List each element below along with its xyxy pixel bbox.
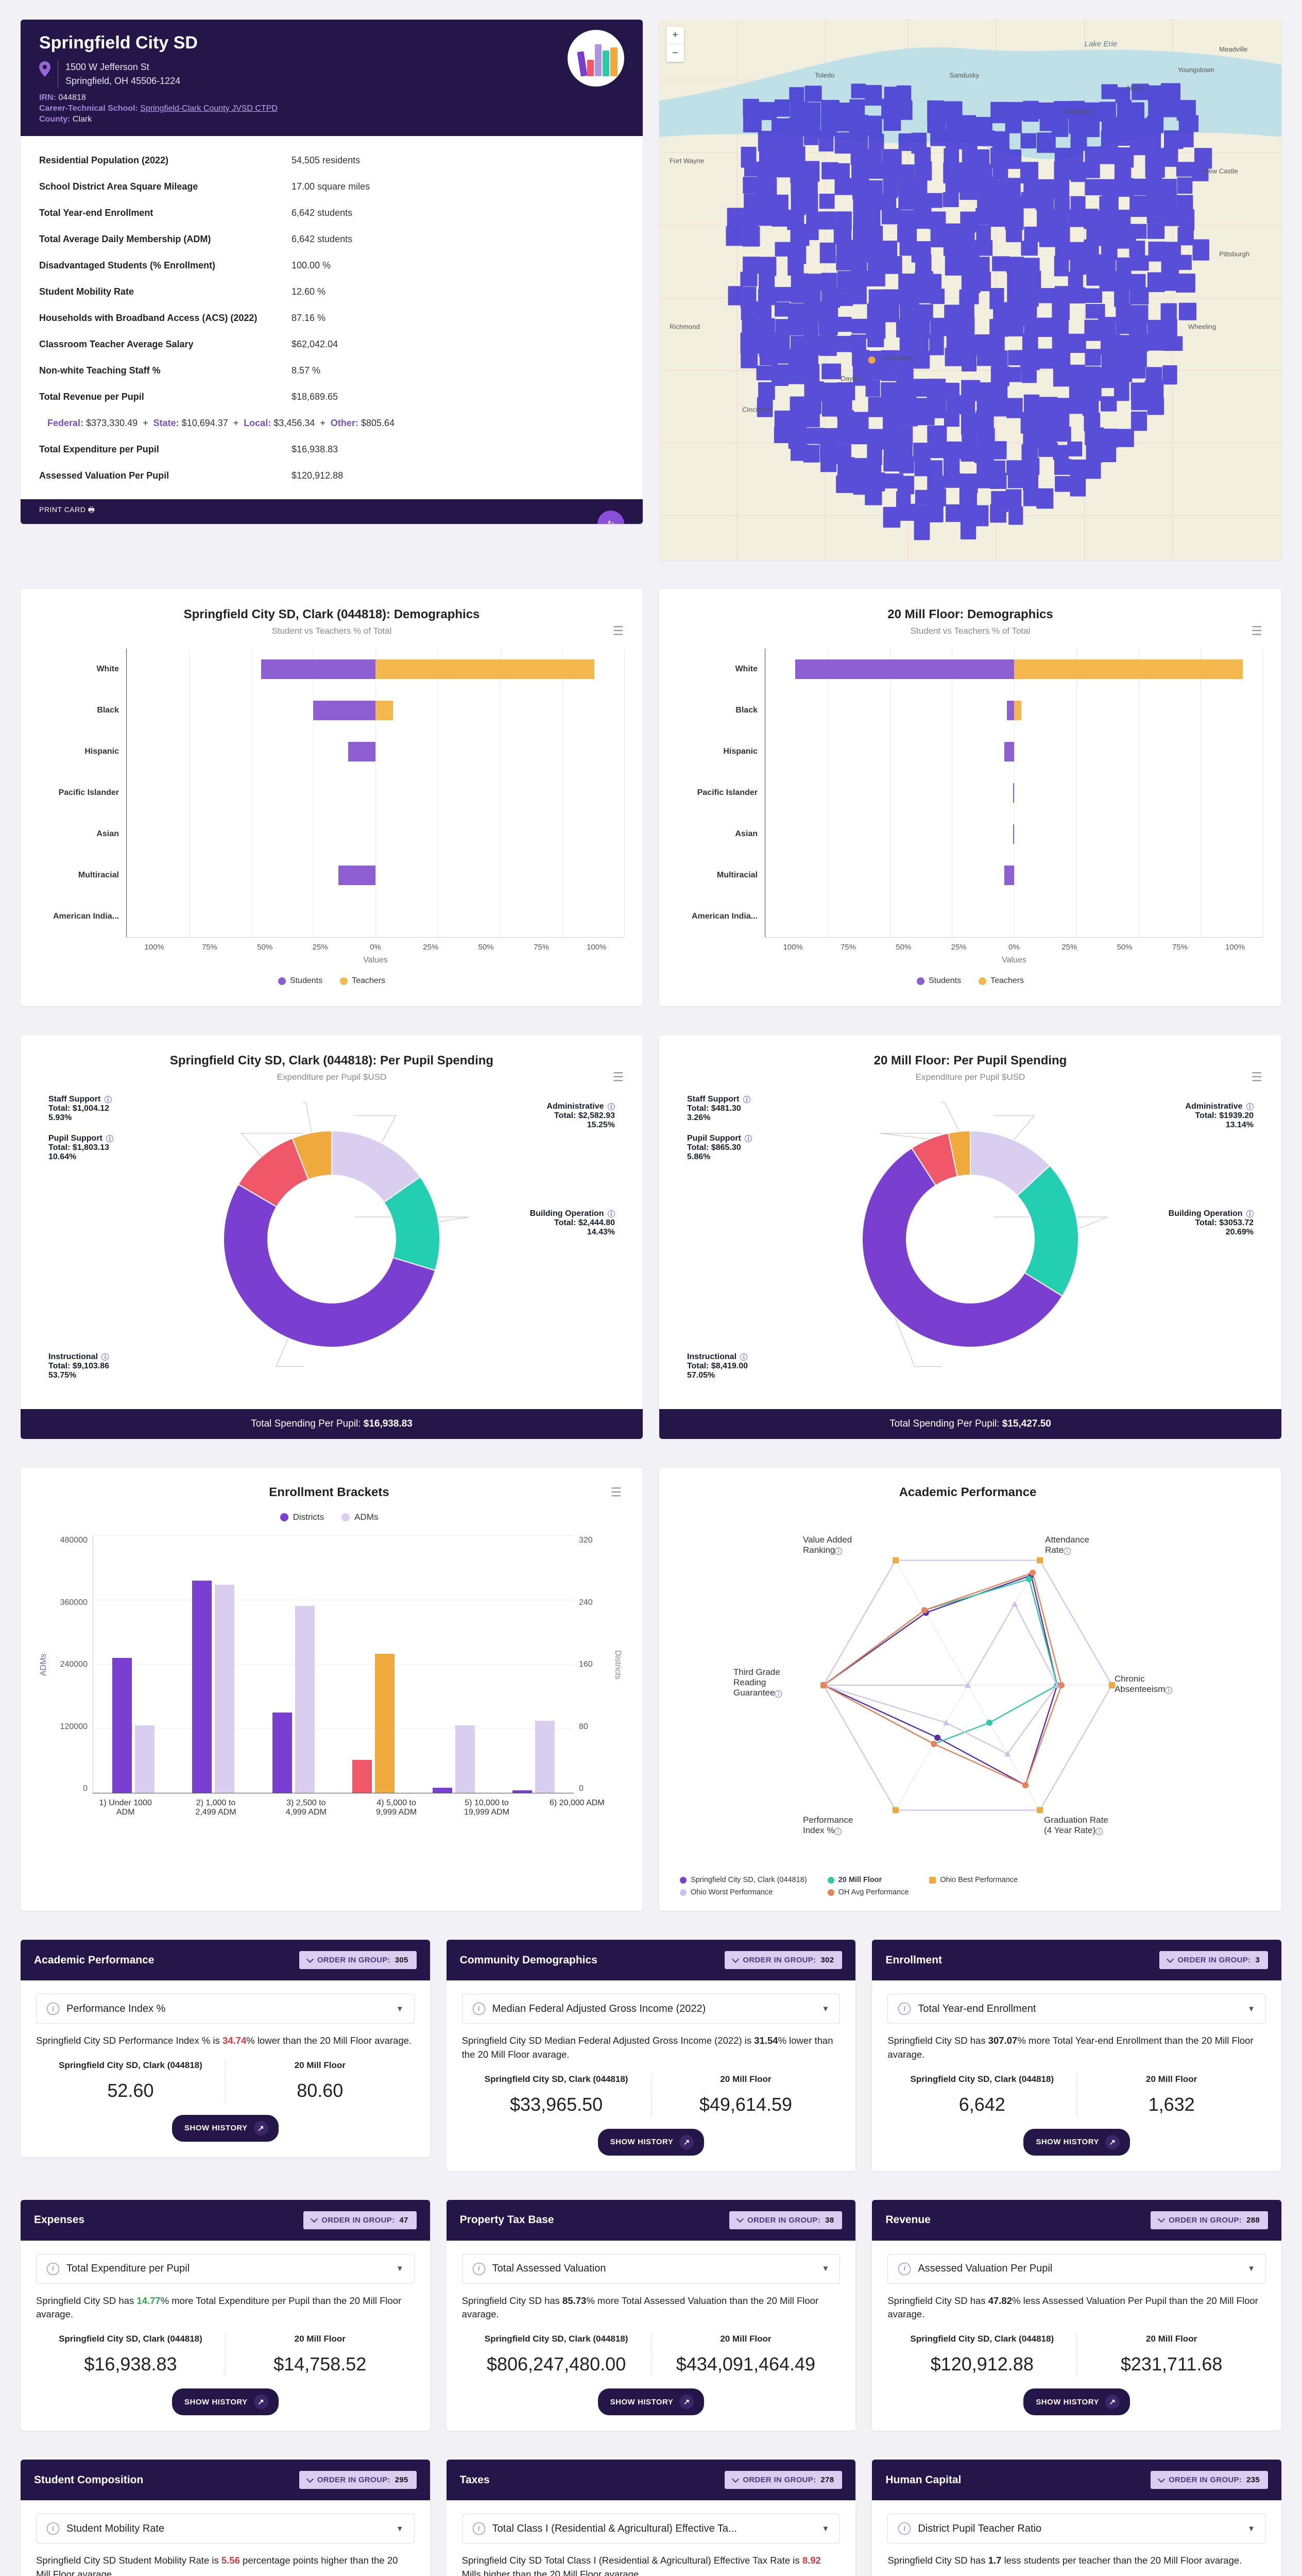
svg-text:Meadville: Meadville [1219, 45, 1247, 53]
svg-text:New Castle: New Castle [1204, 167, 1238, 175]
svg-text:Columbus: Columbus [882, 354, 913, 362]
svg-text:Fort Wayne: Fort Wayne [670, 157, 704, 164]
svg-text:Wheeling: Wheeling [1188, 323, 1217, 331]
svg-text:Toledo: Toledo [815, 71, 835, 79]
svg-text:Akron: Akron [1126, 84, 1143, 92]
svg-text:Lake Erie: Lake Erie [1084, 40, 1117, 48]
svg-text:Sandusky: Sandusky [950, 71, 980, 79]
svg-text:Dayton: Dayton [841, 375, 862, 382]
svg-text:Pittsburgh: Pittsburgh [1219, 250, 1249, 258]
svg-text:Youngstown: Youngstown [1178, 66, 1214, 74]
svg-text:Cleveland: Cleveland [1064, 108, 1093, 115]
svg-text:Cincinnati: Cincinnati [742, 406, 772, 414]
svg-text:Richmond: Richmond [670, 323, 700, 331]
